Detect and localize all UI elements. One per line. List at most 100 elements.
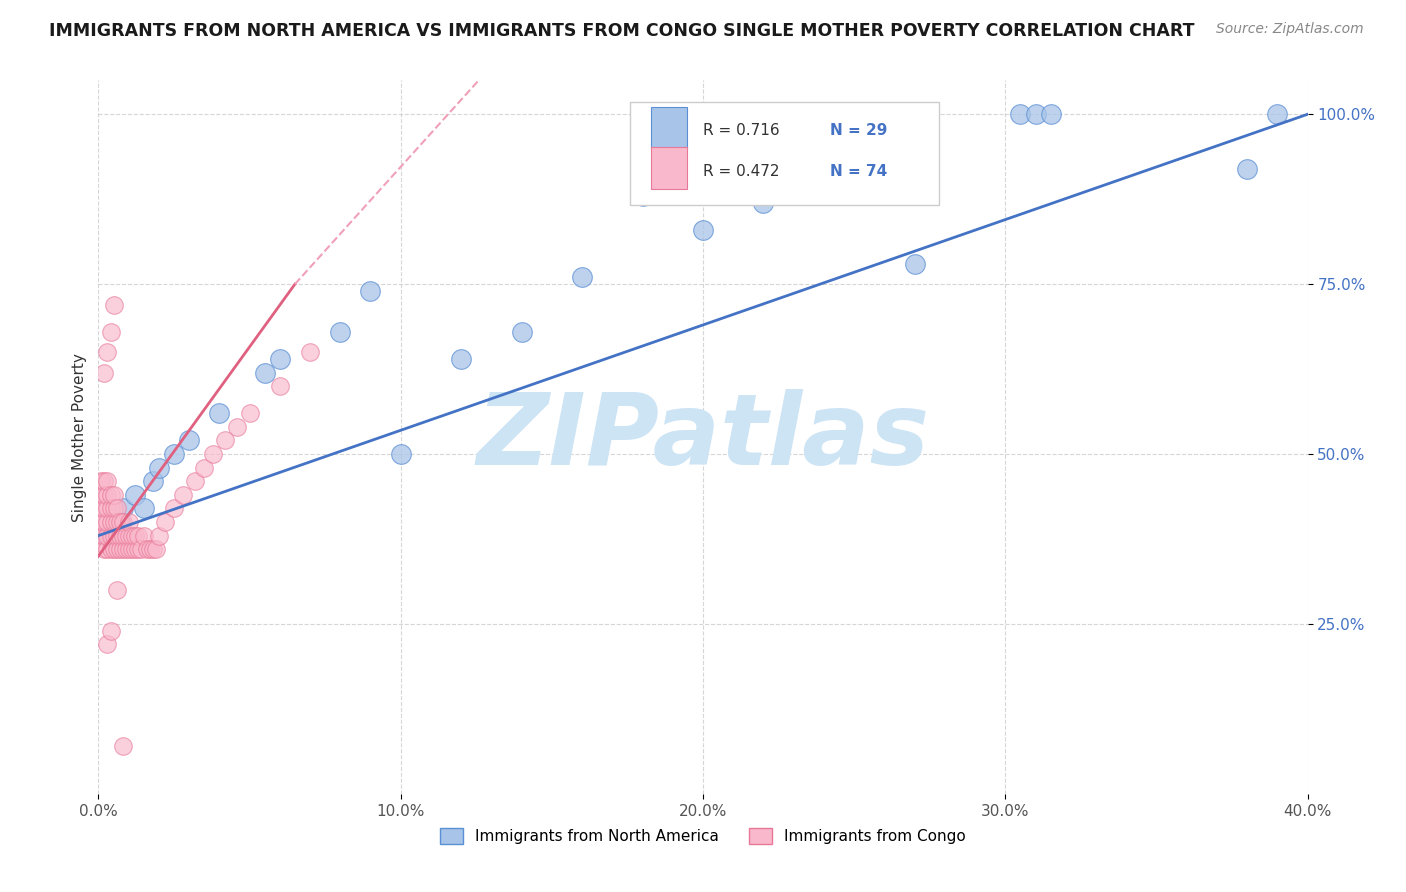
Point: [96, 501, 118, 516]
Point: [105, 501, 128, 516]
Point: [127, 528, 149, 542]
Point: [93, 488, 115, 502]
Point: [105, 582, 128, 597]
Point: [108, 542, 131, 557]
Point: [631, 189, 654, 203]
Point: [329, 325, 352, 339]
Point: [450, 351, 472, 366]
Point: [103, 488, 125, 502]
Point: [96, 345, 118, 359]
Point: [127, 542, 149, 557]
Point: [114, 542, 136, 557]
Point: [121, 528, 143, 542]
Text: N = 29: N = 29: [830, 123, 887, 137]
Point: [214, 434, 236, 448]
Point: [904, 257, 927, 271]
Point: [389, 447, 412, 461]
Point: [121, 542, 143, 557]
Point: [132, 501, 155, 516]
Point: [132, 528, 155, 542]
Point: [142, 475, 165, 489]
Point: [111, 528, 134, 542]
Point: [299, 345, 322, 359]
Point: [202, 447, 225, 461]
Point: [124, 542, 146, 557]
Point: [105, 515, 128, 529]
Point: [253, 366, 276, 380]
Point: [118, 515, 141, 529]
Point: [100, 515, 122, 529]
Point: [208, 406, 231, 420]
Point: [114, 528, 136, 542]
Point: [163, 501, 186, 516]
Point: [105, 528, 128, 542]
Point: [111, 542, 134, 557]
Point: [108, 515, 131, 529]
Point: [193, 460, 215, 475]
Text: Source: ZipAtlas.com: Source: ZipAtlas.com: [1216, 22, 1364, 37]
Point: [96, 528, 118, 542]
Point: [108, 528, 131, 542]
Point: [129, 542, 152, 557]
Point: [360, 284, 382, 298]
Point: [108, 515, 131, 529]
Text: IMMIGRANTS FROM NORTH AMERICA VS IMMIGRANTS FROM CONGO SINGLE MOTHER POVERTY COR: IMMIGRANTS FROM NORTH AMERICA VS IMMIGRA…: [49, 22, 1195, 40]
Point: [269, 351, 291, 366]
Point: [153, 515, 176, 529]
Point: [269, 379, 291, 393]
Point: [148, 528, 170, 542]
Point: [103, 528, 125, 542]
Point: [111, 501, 134, 516]
Point: [135, 542, 157, 557]
Point: [1024, 107, 1046, 121]
FancyBboxPatch shape: [651, 107, 688, 150]
Point: [844, 161, 866, 176]
Point: [96, 475, 118, 489]
Point: [226, 420, 249, 434]
Point: [103, 542, 125, 557]
Point: [752, 195, 775, 210]
Point: [93, 528, 115, 542]
Point: [1236, 161, 1258, 176]
Point: [96, 515, 118, 529]
FancyBboxPatch shape: [630, 102, 939, 205]
Point: [1039, 107, 1062, 121]
FancyBboxPatch shape: [651, 146, 688, 189]
Point: [93, 475, 115, 489]
Point: [124, 528, 146, 542]
Text: R = 0.472: R = 0.472: [703, 164, 779, 179]
Point: [96, 528, 118, 542]
Point: [103, 501, 125, 516]
Point: [100, 501, 122, 516]
Point: [90, 488, 112, 502]
Point: [100, 325, 122, 339]
Point: [90, 515, 112, 529]
Point: [571, 270, 593, 285]
Point: [103, 515, 125, 529]
Point: [96, 488, 118, 502]
Y-axis label: Single Mother Poverty: Single Mother Poverty: [72, 352, 87, 522]
Point: [93, 366, 115, 380]
Point: [103, 528, 125, 542]
Point: [93, 501, 115, 516]
Point: [692, 223, 714, 237]
Point: [100, 488, 122, 502]
Point: [145, 542, 167, 557]
Point: [105, 542, 128, 557]
Legend: Immigrants from North America, Immigrants from Congo: Immigrants from North America, Immigrant…: [433, 822, 973, 850]
Point: [90, 528, 112, 542]
Point: [111, 515, 134, 529]
Point: [118, 542, 141, 557]
Point: [93, 515, 115, 529]
Point: [510, 325, 533, 339]
Point: [239, 406, 262, 420]
Point: [142, 542, 165, 557]
Point: [100, 528, 122, 542]
Point: [111, 739, 134, 754]
Point: [184, 475, 207, 489]
Point: [172, 488, 194, 502]
Point: [96, 637, 118, 651]
Point: [139, 542, 162, 557]
Text: R = 0.716: R = 0.716: [703, 123, 779, 137]
Point: [93, 542, 115, 557]
